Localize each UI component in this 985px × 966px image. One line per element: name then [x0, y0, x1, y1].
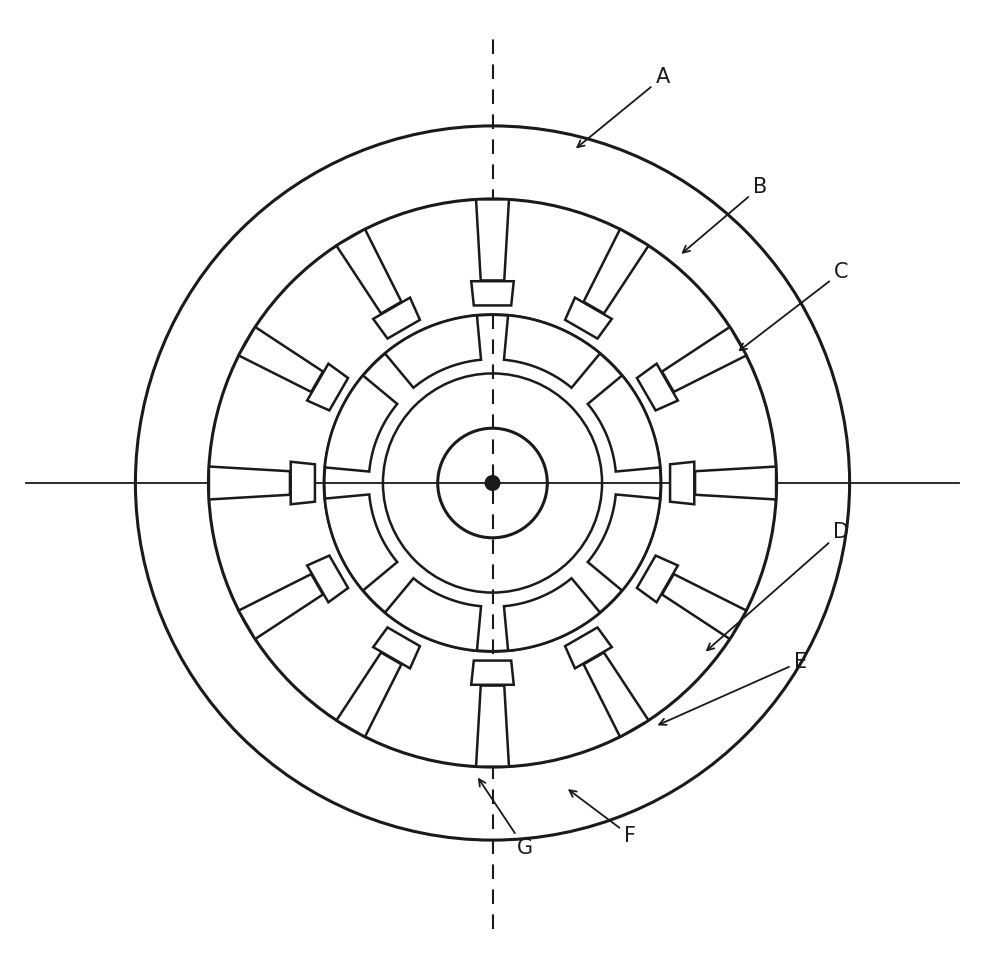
Polygon shape: [385, 579, 481, 651]
Polygon shape: [583, 653, 648, 737]
Polygon shape: [325, 376, 397, 471]
Polygon shape: [504, 579, 600, 651]
Polygon shape: [670, 462, 694, 504]
Text: F: F: [569, 790, 636, 846]
Text: D: D: [707, 522, 849, 650]
Polygon shape: [238, 574, 323, 639]
Polygon shape: [695, 467, 776, 499]
Circle shape: [486, 475, 499, 491]
Polygon shape: [385, 315, 481, 387]
Polygon shape: [662, 574, 747, 639]
Polygon shape: [307, 363, 348, 411]
Polygon shape: [588, 495, 660, 590]
Polygon shape: [662, 327, 747, 392]
Polygon shape: [209, 467, 290, 499]
Text: E: E: [659, 651, 808, 724]
Polygon shape: [471, 281, 514, 305]
Polygon shape: [373, 628, 420, 668]
Polygon shape: [565, 628, 612, 668]
Polygon shape: [637, 363, 678, 411]
Polygon shape: [291, 462, 315, 504]
Text: C: C: [740, 262, 849, 351]
Polygon shape: [637, 555, 678, 603]
Polygon shape: [476, 199, 509, 280]
Polygon shape: [373, 298, 420, 338]
Polygon shape: [588, 376, 660, 471]
Text: G: G: [479, 780, 533, 858]
Polygon shape: [504, 315, 600, 387]
Polygon shape: [471, 661, 514, 685]
Text: A: A: [577, 68, 670, 147]
Polygon shape: [325, 495, 397, 590]
Polygon shape: [583, 229, 648, 313]
Polygon shape: [565, 298, 612, 338]
Polygon shape: [476, 686, 509, 767]
Polygon shape: [337, 653, 402, 737]
Polygon shape: [337, 229, 402, 313]
Text: B: B: [683, 177, 767, 253]
Polygon shape: [307, 555, 348, 603]
Polygon shape: [238, 327, 323, 392]
